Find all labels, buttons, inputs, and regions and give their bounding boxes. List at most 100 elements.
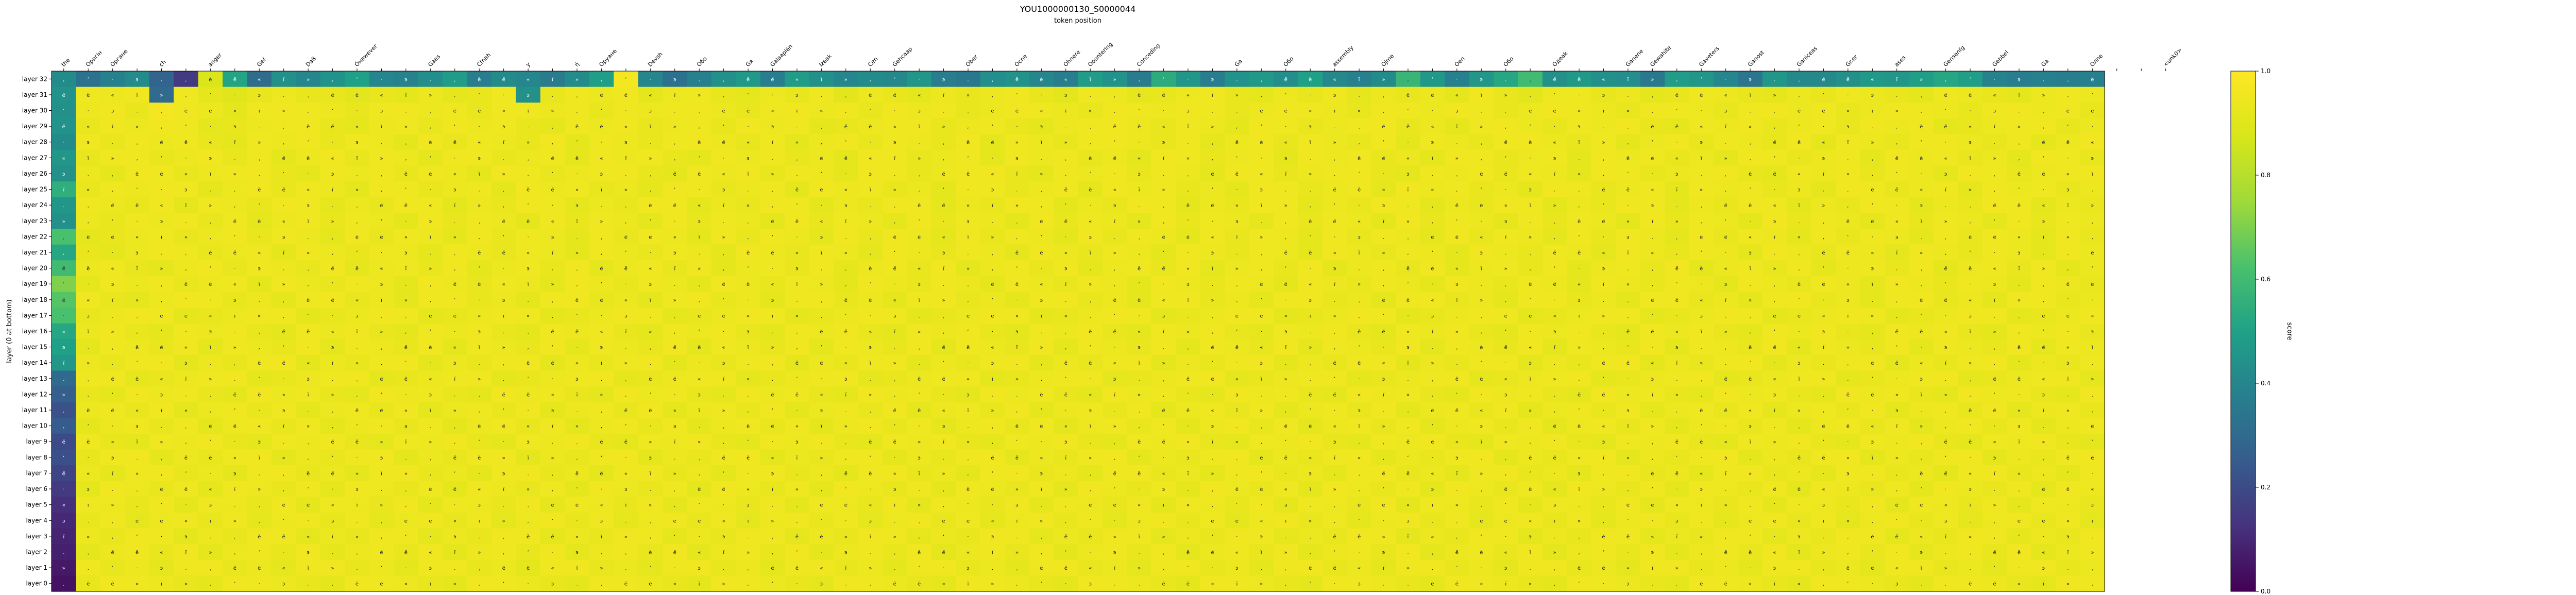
cell-token-label: э <box>355 140 359 146</box>
cell-token-label: ї <box>1455 298 1458 303</box>
cell-token-label: » <box>1187 156 1190 161</box>
heatmap-cell <box>1274 87 1299 103</box>
cell-token-label: ё <box>1944 93 1947 98</box>
cell-token-label: · <box>2043 361 2044 366</box>
cell-token-label: ʻ <box>747 93 749 98</box>
cell-token-label: ё <box>1113 124 1116 130</box>
cell-token-label: ё <box>111 203 114 209</box>
cell-token-label: » <box>380 156 383 161</box>
cell-token-label: ˌ <box>552 298 553 303</box>
cell-token-label: » <box>1773 93 1776 98</box>
cell-token-label: ʻ <box>870 455 871 461</box>
cell-token-label: ʻ <box>1969 424 1971 430</box>
cell-token-label: · <box>1016 124 1018 130</box>
heatmap-cell <box>1616 103 1641 119</box>
cell-token-label: ї <box>282 77 284 82</box>
heatmap-cell <box>174 71 199 88</box>
cell-token-label: » <box>1235 266 1239 272</box>
cell-token-label: ё <box>1187 377 1190 382</box>
cell-token-label: , <box>919 361 920 366</box>
cell-token-label: » <box>355 188 359 193</box>
cell-token-label: ї <box>796 455 798 461</box>
heatmap-cell <box>1054 103 1079 119</box>
cell-token-label: · <box>1236 361 1238 366</box>
cell-token-label: ё <box>1211 345 1214 351</box>
cell-token-label: . <box>1701 172 1702 177</box>
cell-token-label: ё <box>1089 156 1092 161</box>
cell-token-label: ё <box>1358 156 1361 161</box>
heatmap-cell <box>1445 103 1470 119</box>
cell-token-label: ʻ <box>1823 266 1824 272</box>
heatmap-cell <box>1102 71 1127 88</box>
cell-token-label: ˌ <box>2043 109 2044 114</box>
cell-token-label: ї <box>649 471 651 477</box>
cell-token-label: ʻ <box>1090 518 1091 524</box>
cell-token-label: » <box>918 503 921 508</box>
heatmap-cell <box>882 103 908 119</box>
heatmap-cell <box>1054 87 1079 103</box>
heatmap-cell <box>638 103 663 119</box>
cell-token-label: « <box>771 109 774 114</box>
cell-token-label: « <box>1724 93 1727 98</box>
cell-token-label: ˌ <box>503 188 504 193</box>
cell-token-label: · <box>63 487 64 492</box>
cell-token-label: ʻ <box>699 329 700 335</box>
cell-token-label: , <box>576 455 578 461</box>
cell-token-label: . <box>1016 361 1018 366</box>
x-tick-label: Ganost <box>1747 49 1766 68</box>
cell-token-label: ё <box>551 503 554 508</box>
cell-token-label: ё <box>1602 219 1605 225</box>
cell-token-label: » <box>1358 455 1361 461</box>
cell-token-label: « <box>1211 408 1214 414</box>
cell-token-label: ё <box>1284 109 1287 114</box>
cell-token-label: . <box>1578 329 1580 335</box>
cell-token-label: ё <box>649 377 652 382</box>
cell-token-label: « <box>111 93 114 98</box>
cell-token-label: э <box>429 392 432 398</box>
cell-token-label: ё <box>453 313 456 319</box>
cell-token-label: ё <box>942 518 945 524</box>
cell-token-label: ё <box>722 282 725 287</box>
cell-token-label: ʻ <box>454 298 455 303</box>
cell-token-label: ё <box>307 124 310 130</box>
cell-token-label: ё <box>135 203 139 209</box>
cell-token-label: « <box>478 313 481 319</box>
cell-token-label: ё <box>698 345 701 351</box>
cell-token-label: ˌ <box>1848 361 1849 366</box>
cell-token-label: « <box>1284 140 1287 146</box>
y-tick-label: layer 31 <box>22 91 47 98</box>
heatmap-cell <box>198 118 223 135</box>
cell-token-label: э <box>1089 234 1092 240</box>
cell-token-label: . <box>1554 361 1555 366</box>
cell-token-label: · <box>356 282 358 287</box>
heatmap-cell <box>540 87 565 103</box>
cell-token-label: , <box>1407 424 1409 430</box>
cell-token-label: « <box>1675 503 1679 508</box>
cell-token-label: ї <box>1675 361 1677 366</box>
cell-token-label: ʻ <box>1236 329 1238 335</box>
heatmap-cell <box>1787 71 1812 88</box>
cell-token-label: ї <box>844 219 846 225</box>
cell-token-label: « <box>1089 219 1092 225</box>
heatmap-cell <box>956 103 981 119</box>
cell-token-label: . <box>796 471 798 477</box>
cell-token-label: » <box>1138 392 1141 398</box>
cell-token-label: ї <box>111 124 113 130</box>
cell-token-label: э <box>2018 250 2021 256</box>
cell-token-label: ё <box>1529 487 1532 492</box>
cell-token-label: . <box>1578 503 1580 508</box>
cell-token-label: ˌ <box>625 203 626 209</box>
cell-token-label: . <box>405 455 406 461</box>
cell-token-label: э <box>478 329 481 335</box>
cell-token-label: э <box>87 487 90 492</box>
x-tick-label: Ocne <box>1013 53 1028 68</box>
cell-token-label: . <box>625 518 626 524</box>
cell-token-label: , <box>356 219 358 225</box>
cell-token-label: » <box>1333 313 1336 319</box>
cell-token-label: ё <box>1040 392 1043 398</box>
cell-token-label: э <box>2018 77 2021 82</box>
cell-token-label: ё <box>209 455 212 461</box>
cell-token-label: . <box>894 172 895 177</box>
cell-token-label: ʻ <box>63 282 64 287</box>
cell-token-label: , <box>2092 234 2093 240</box>
